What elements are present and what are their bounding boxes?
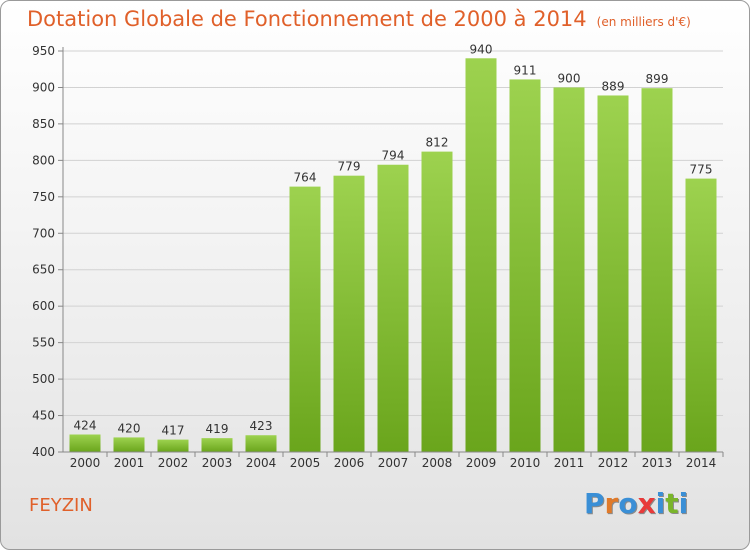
y-tick-label: 450	[32, 409, 55, 423]
bar-value-label: 419	[206, 422, 229, 436]
y-tick-label: 950	[32, 44, 55, 58]
y-tick-label: 650	[32, 263, 55, 277]
logo-letter: o	[618, 487, 638, 520]
y-tick-label: 550	[32, 336, 55, 350]
x-tick-label: 2011	[554, 456, 585, 470]
bar	[685, 178, 717, 452]
bar-value-label: 779	[338, 160, 361, 174]
x-tick-label: 2005	[290, 456, 321, 470]
y-tick-label: 500	[32, 372, 55, 386]
chart-title: Dotation Globale de Fonctionnement de 20…	[27, 7, 691, 31]
x-tick-label: 2000	[70, 456, 101, 470]
y-tick-label: 400	[32, 445, 55, 459]
bar	[377, 164, 409, 453]
x-tick-label: 2002	[158, 456, 189, 470]
bar	[201, 438, 233, 452]
city-name: FEYZIN	[29, 495, 93, 516]
bar-value-label: 764	[294, 171, 317, 185]
y-tick-label: 900	[32, 80, 55, 94]
bar	[597, 95, 629, 452]
bar-value-label: 940	[470, 42, 493, 56]
y-tick-label: 700	[32, 226, 55, 240]
bar-value-label: 911	[514, 63, 537, 77]
x-tick-label: 2010	[510, 456, 541, 470]
logo-letter: r	[604, 487, 619, 520]
y-tick-label: 800	[32, 153, 55, 167]
x-tick-label: 2001	[114, 456, 145, 470]
y-tick-label: 600	[32, 299, 55, 313]
logo-letter: t	[665, 487, 679, 520]
bar-value-label: 900	[558, 71, 581, 85]
bar	[69, 434, 101, 452]
bar	[509, 79, 541, 453]
bar	[553, 87, 585, 453]
x-tick-label: 2014	[686, 456, 717, 470]
x-tick-label: 2003	[202, 456, 233, 470]
bar	[157, 439, 189, 452]
title-unit: (en milliers d'€)	[596, 15, 691, 29]
y-tick-label: 750	[32, 190, 55, 204]
x-tick-label: 2007	[378, 456, 409, 470]
title-text: Dotation Globale de Fonctionnement de 20…	[27, 7, 587, 31]
x-tick-label: 2004	[246, 456, 277, 470]
proxiti-logo: Proxiti	[584, 487, 688, 520]
x-tick-label: 2013	[642, 456, 673, 470]
bar	[421, 151, 453, 452]
bar-value-label: 423	[250, 419, 273, 433]
x-tick-label: 2009	[466, 456, 497, 470]
bar	[245, 435, 277, 452]
logo-letter: i	[678, 487, 689, 520]
logo-letter: x	[637, 487, 656, 520]
logo-letter: P	[584, 487, 605, 520]
bar	[113, 437, 145, 452]
bar	[641, 88, 673, 452]
bar	[333, 175, 365, 452]
x-tick-label: 2008	[422, 456, 453, 470]
y-tick-label: 850	[32, 117, 55, 131]
bar-value-label: 775	[690, 163, 713, 177]
bar-value-label: 424	[74, 419, 97, 433]
bar-value-label: 812	[426, 136, 449, 150]
bar-value-label: 420	[118, 421, 141, 435]
bar	[465, 58, 497, 453]
x-tick-label: 2006	[334, 456, 365, 470]
bars: 424 420 417 419 423 764 779 794 812 940 911 900 889 8…	[69, 42, 717, 453]
x-tick-label: 2012	[598, 456, 629, 470]
bar-value-label: 417	[162, 424, 185, 438]
bar	[289, 186, 321, 453]
logo-letter: i	[655, 487, 666, 520]
axes: 400 450 500 550 600 650 700 750 800 850 900 950 2000…	[32, 44, 724, 470]
bar-value-label: 889	[602, 79, 625, 93]
bar-value-label: 794	[382, 149, 405, 163]
bar-value-label: 899	[646, 72, 669, 86]
